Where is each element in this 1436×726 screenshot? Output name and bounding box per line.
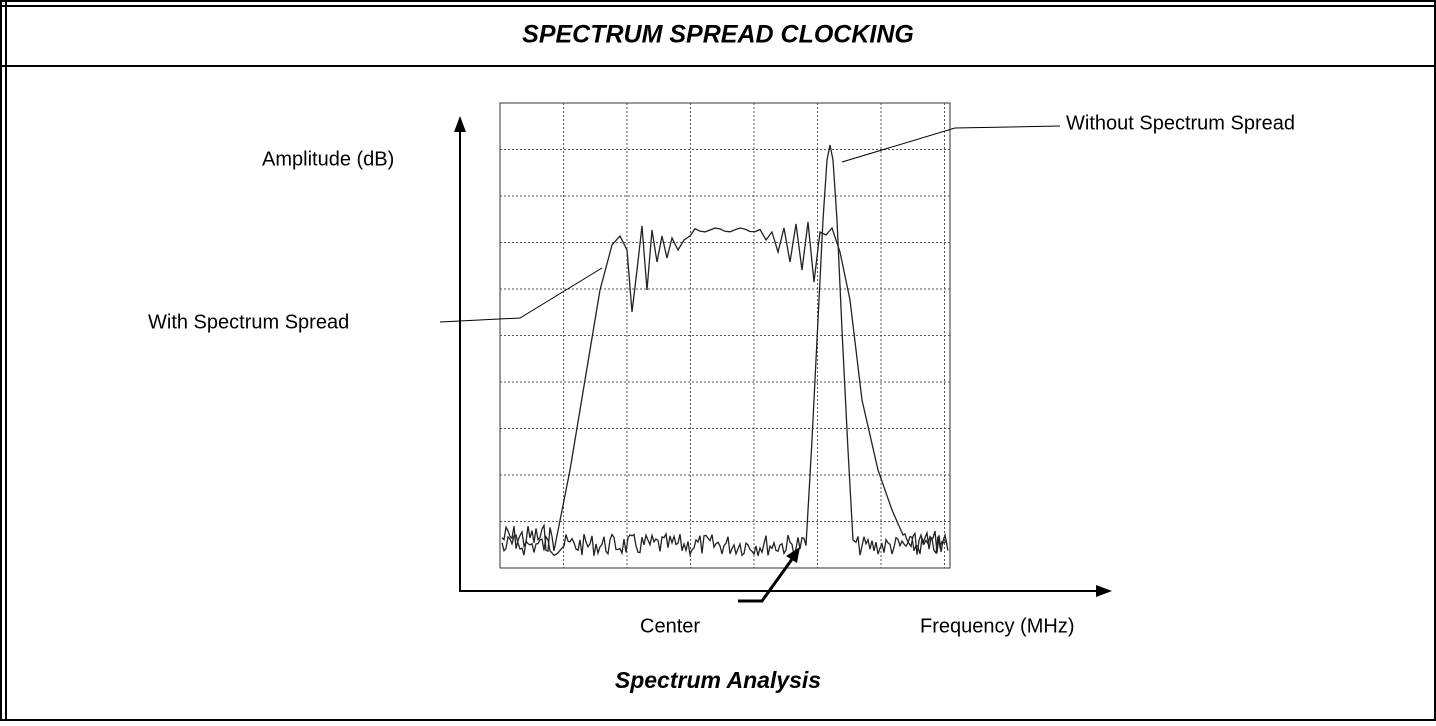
annotation: Center: [640, 615, 700, 637]
title: SPECTRUM SPREAD CLOCKING: [522, 21, 914, 49]
annotation: Without Spectrum Spread: [1066, 112, 1295, 134]
x-axis-arrow: [1096, 585, 1112, 597]
caption: Spectrum Analysis: [615, 667, 821, 693]
annotation: With Spectrum Spread: [148, 311, 349, 333]
y-axis-label: Amplitude (dB): [262, 148, 394, 170]
spectrum-plot: [500, 103, 950, 568]
y-axis-arrow: [454, 116, 466, 132]
x-axis-label: Frequency (MHz): [920, 615, 1074, 637]
figure: SPECTRUM SPREAD CLOCKING Amplitude (dB) …: [0, 0, 1436, 721]
page: SPECTRUM SPREAD CLOCKING Amplitude (dB) …: [0, 0, 1436, 721]
